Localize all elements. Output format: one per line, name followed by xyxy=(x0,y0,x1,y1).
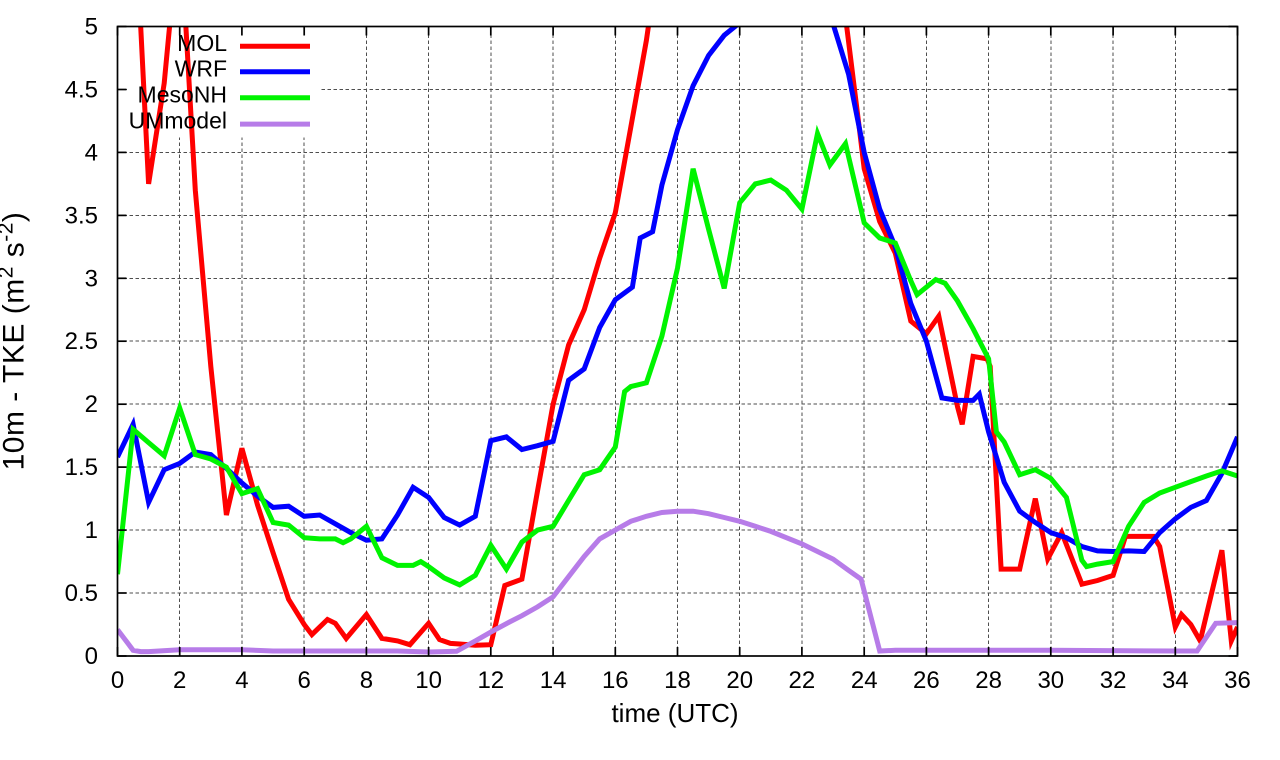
svg-text:20: 20 xyxy=(726,667,753,694)
svg-text:24: 24 xyxy=(851,667,878,694)
svg-text:18: 18 xyxy=(664,667,691,694)
svg-text:2.5: 2.5 xyxy=(65,328,98,355)
svg-text:10: 10 xyxy=(415,667,442,694)
svg-text:26: 26 xyxy=(913,667,940,694)
svg-text:14: 14 xyxy=(540,667,567,694)
svg-text:2: 2 xyxy=(85,391,98,418)
svg-text:1: 1 xyxy=(85,517,98,544)
svg-text:10m - TKE (m2 s-2): 10m - TKE (m2 s-2) xyxy=(0,212,31,471)
svg-text:3: 3 xyxy=(85,265,98,292)
svg-text:0: 0 xyxy=(111,667,124,694)
svg-text:34: 34 xyxy=(1162,667,1189,694)
svg-text:12: 12 xyxy=(477,667,504,694)
svg-text:4.5: 4.5 xyxy=(65,77,98,104)
svg-text:MesoNH: MesoNH xyxy=(138,82,227,108)
svg-text:UMmodel: UMmodel xyxy=(129,108,227,134)
svg-text:32: 32 xyxy=(1100,667,1127,694)
svg-text:8: 8 xyxy=(360,667,373,694)
svg-text:28: 28 xyxy=(975,667,1002,694)
svg-text:16: 16 xyxy=(602,667,629,694)
svg-text:36: 36 xyxy=(1224,667,1251,694)
svg-text:1.5: 1.5 xyxy=(65,454,98,481)
svg-text:0: 0 xyxy=(85,643,98,670)
svg-text:3.5: 3.5 xyxy=(65,202,98,229)
svg-text:30: 30 xyxy=(1037,667,1064,694)
svg-text:4: 4 xyxy=(85,139,98,166)
svg-text:0.5: 0.5 xyxy=(65,580,98,607)
svg-text:6: 6 xyxy=(298,667,311,694)
svg-text:MOL: MOL xyxy=(177,30,227,56)
svg-text:4: 4 xyxy=(235,667,248,694)
svg-text:WRF: WRF xyxy=(175,56,227,82)
svg-text:time (UTC): time (UTC) xyxy=(611,698,738,728)
svg-text:2: 2 xyxy=(173,667,186,694)
svg-text:22: 22 xyxy=(789,667,816,694)
svg-text:5: 5 xyxy=(85,14,98,41)
